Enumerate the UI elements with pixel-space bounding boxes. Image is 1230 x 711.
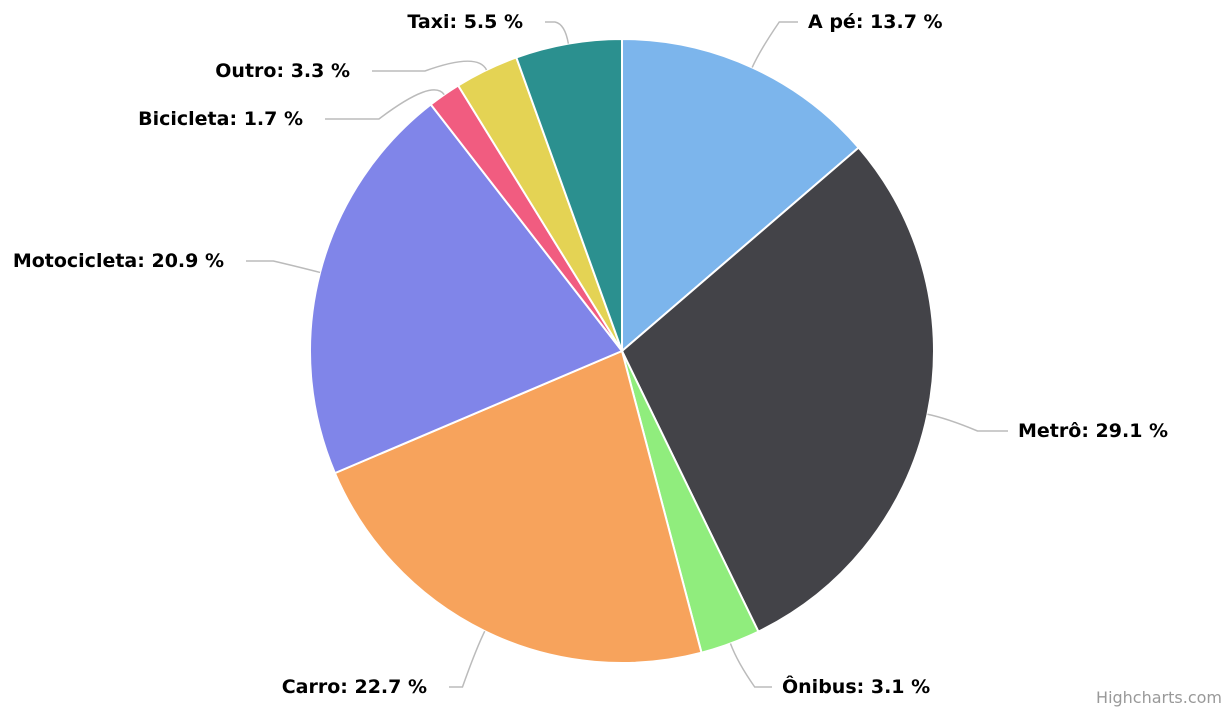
label-separator: : xyxy=(137,250,151,272)
credits[interactable]: Highcharts.com xyxy=(1096,688,1222,707)
data-label: Outro: 3.3 % xyxy=(215,60,350,82)
label-name: Outro xyxy=(215,60,276,82)
pie-slice xyxy=(515,37,623,352)
label-name: Motocicleta xyxy=(13,250,137,272)
data-label: A pé: 13.7 % xyxy=(808,11,943,33)
pie-slice xyxy=(621,37,861,354)
label-value: 20.9 % xyxy=(151,250,224,272)
pie xyxy=(309,37,935,664)
label-separator: : xyxy=(1081,420,1095,442)
connector xyxy=(927,413,1008,432)
data-label: Carro: 22.7 % xyxy=(282,676,427,698)
label-separator: : xyxy=(276,60,290,82)
data-label: Motocicleta: 20.9 % xyxy=(13,250,224,272)
connector xyxy=(751,21,798,68)
label-value: 1.7 % xyxy=(244,108,303,130)
label-separator: : xyxy=(856,11,870,33)
data-label: Taxi: 5.5 % xyxy=(407,11,523,33)
label-value: 13.7 % xyxy=(870,11,943,33)
connector xyxy=(545,21,570,44)
pie-slice xyxy=(309,103,624,475)
data-labels: A pé: 13.7 % Metrô: 29.1 % Ônibus: 3.1 % Ca… xyxy=(13,11,1168,698)
data-label: Metrô: 29.1 % xyxy=(1018,420,1168,442)
pie-slice xyxy=(333,349,703,664)
label-name: Taxi xyxy=(407,11,449,33)
label-name: A pé xyxy=(808,11,856,33)
label-value: 3.1 % xyxy=(871,676,930,698)
label-value: 5.5 % xyxy=(464,11,523,33)
label-separator: : xyxy=(229,108,243,130)
connector xyxy=(372,60,488,72)
connector xyxy=(246,260,321,274)
label-separator: : xyxy=(449,11,463,33)
connector xyxy=(325,89,445,120)
data-label: Bicicleta: 1.7 % xyxy=(138,108,303,130)
label-value: 3.3 % xyxy=(291,60,350,82)
label-name: Metrô xyxy=(1018,420,1081,442)
connector xyxy=(449,630,486,688)
label-name: Carro xyxy=(282,676,341,698)
label-separator: : xyxy=(857,676,871,698)
data-label: Ônibus: 3.1 % xyxy=(782,674,930,698)
label-separator: : xyxy=(340,676,354,698)
label-value: 29.1 % xyxy=(1096,420,1169,442)
connector xyxy=(729,643,772,688)
label-name: Bicicleta xyxy=(138,108,229,130)
label-value: 22.7 % xyxy=(354,676,427,698)
label-name: Ônibus xyxy=(782,674,857,698)
